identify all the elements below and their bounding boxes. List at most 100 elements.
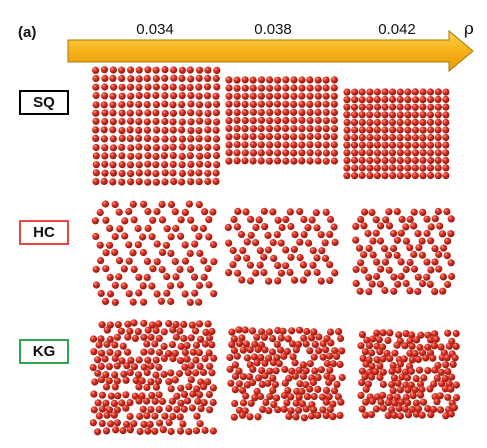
particle-hc-2 xyxy=(290,245,298,253)
particle-kg-3 xyxy=(388,367,396,375)
particle-sq-1 xyxy=(213,83,221,91)
particle-kg-2 xyxy=(261,359,269,367)
particle-kg-2 xyxy=(306,360,314,368)
particle-sq-1 xyxy=(195,135,203,143)
particle-sq-1 xyxy=(152,144,160,152)
particle-sq-3 xyxy=(366,141,374,149)
particle-kg-1 xyxy=(196,391,204,399)
particle-kg-1 xyxy=(98,419,106,428)
particle-hc-2 xyxy=(287,253,295,261)
particle-sq-1 xyxy=(212,152,221,160)
particle-sq-3 xyxy=(373,164,381,172)
particle-sq-3 xyxy=(389,88,397,96)
particle-hc-2 xyxy=(278,223,286,232)
particle-sq-3 xyxy=(366,103,374,111)
particle-kg-1 xyxy=(183,342,191,350)
particle-hc-1 xyxy=(172,273,180,281)
particle-sq-1 xyxy=(169,109,178,117)
particle-kg-2 xyxy=(315,347,323,355)
particle-sq-2 xyxy=(322,117,330,125)
particle-kg-1 xyxy=(97,376,106,384)
particle-kg-3 xyxy=(419,398,428,406)
particle-hc-3 xyxy=(402,279,410,288)
particle-kg-3 xyxy=(445,380,453,388)
particle-kg-2 xyxy=(250,353,259,361)
particle-kg-3 xyxy=(447,385,455,393)
particle-sq-3 xyxy=(350,103,359,111)
particle-sq-2 xyxy=(241,149,249,157)
particle-sq-3 xyxy=(343,172,351,180)
particle-kg-3 xyxy=(404,399,412,407)
particle-sq-3 xyxy=(358,149,366,157)
particle-kg-1 xyxy=(189,390,197,398)
particle-kg-1 xyxy=(208,369,216,377)
particle-hc-1 xyxy=(139,282,147,290)
particle-kg-3 xyxy=(442,412,450,420)
particle-kg-3 xyxy=(431,366,439,374)
particle-hc-3 xyxy=(369,237,377,245)
particle-kg-1 xyxy=(111,341,119,349)
particle-sq-1 xyxy=(160,152,168,160)
particle-hc-1 xyxy=(97,289,105,297)
particle-kg-1 xyxy=(140,333,148,341)
particle-kg-2 xyxy=(239,399,248,407)
particle-hc-1 xyxy=(186,265,195,273)
particle-kg-2 xyxy=(246,346,254,354)
particle-kg-3 xyxy=(384,336,392,345)
particle-sq-1 xyxy=(196,160,204,168)
particle-sq-2 xyxy=(314,84,322,92)
particle-sq-2 xyxy=(282,157,290,165)
particle-sq-1 xyxy=(118,117,126,126)
particle-sq-2 xyxy=(225,149,233,157)
particle-hc-1 xyxy=(181,257,190,265)
particle-hc-3 xyxy=(376,237,385,245)
particle-sq-1 xyxy=(92,134,100,142)
particle-sq-3 xyxy=(404,118,412,126)
particle-sq-3 xyxy=(419,149,427,157)
particle-sq-3 xyxy=(411,118,419,126)
particle-sq-2 xyxy=(306,84,314,92)
particle-kg-3 xyxy=(436,392,444,400)
particle-hc-3 xyxy=(431,215,439,223)
particle-kg-3 xyxy=(416,380,425,388)
particle-sq-2 xyxy=(298,100,306,108)
particle-kg-3 xyxy=(424,367,432,375)
particle-sq-2 xyxy=(306,125,314,133)
particle-kg-1 xyxy=(144,356,152,364)
particle-kg-1 xyxy=(197,405,205,413)
particle-sq-1 xyxy=(178,66,186,74)
particle-kg-2 xyxy=(242,340,250,348)
particle-sq-2 xyxy=(322,108,330,116)
particle-hc-2 xyxy=(224,223,232,231)
particle-kg-1 xyxy=(120,370,128,378)
particle-kg-1 xyxy=(201,340,209,348)
particle-kg-2 xyxy=(337,398,345,406)
particle-hc-2 xyxy=(234,254,242,262)
particle-hc-1 xyxy=(120,265,128,273)
particle-kg-2 xyxy=(239,373,247,381)
particle-sq-1 xyxy=(109,178,117,186)
particle-kg-2 xyxy=(323,359,331,368)
particle-sq-2 xyxy=(257,157,265,165)
particle-kg-1 xyxy=(143,412,151,420)
particle-kg-2 xyxy=(311,367,319,375)
particle-kg-3 xyxy=(365,342,374,350)
particle-hc-3 xyxy=(448,272,456,281)
particle-kg-2 xyxy=(299,372,308,381)
particle-sq-3 xyxy=(381,172,389,180)
particle-kg-2 xyxy=(295,393,303,401)
particle-kg-3 xyxy=(417,391,425,399)
particle-kg-2 xyxy=(275,360,283,368)
particle-kg-2 xyxy=(292,413,300,421)
particle-hc-2 xyxy=(317,231,325,239)
particle-kg-1 xyxy=(167,385,175,393)
particle-hc-2 xyxy=(260,207,268,215)
particle-sq-3 xyxy=(434,88,442,96)
particle-hc-3 xyxy=(372,229,380,237)
particle-kg-2 xyxy=(265,354,273,362)
particle-hc-2 xyxy=(330,223,338,231)
particle-hc-2 xyxy=(326,261,334,269)
particle-sq-2 xyxy=(306,108,314,116)
particle-hc-1 xyxy=(167,233,175,241)
particle-hc-1 xyxy=(153,240,161,248)
